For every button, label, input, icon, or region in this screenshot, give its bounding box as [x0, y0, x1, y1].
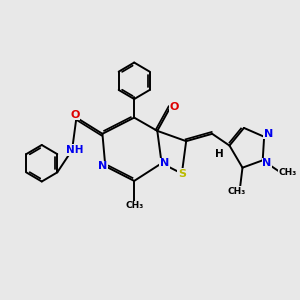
Text: N: N [98, 161, 107, 171]
Text: N: N [160, 158, 169, 168]
Text: N: N [264, 129, 273, 139]
Text: N: N [262, 158, 272, 168]
Text: O: O [170, 102, 179, 112]
Text: CH₃: CH₃ [228, 187, 246, 196]
Text: O: O [70, 110, 80, 120]
Text: NH: NH [66, 145, 84, 155]
Text: CH₃: CH₃ [125, 201, 143, 210]
Text: H: H [215, 149, 224, 159]
Text: S: S [178, 169, 186, 178]
Text: CH₃: CH₃ [278, 168, 296, 177]
